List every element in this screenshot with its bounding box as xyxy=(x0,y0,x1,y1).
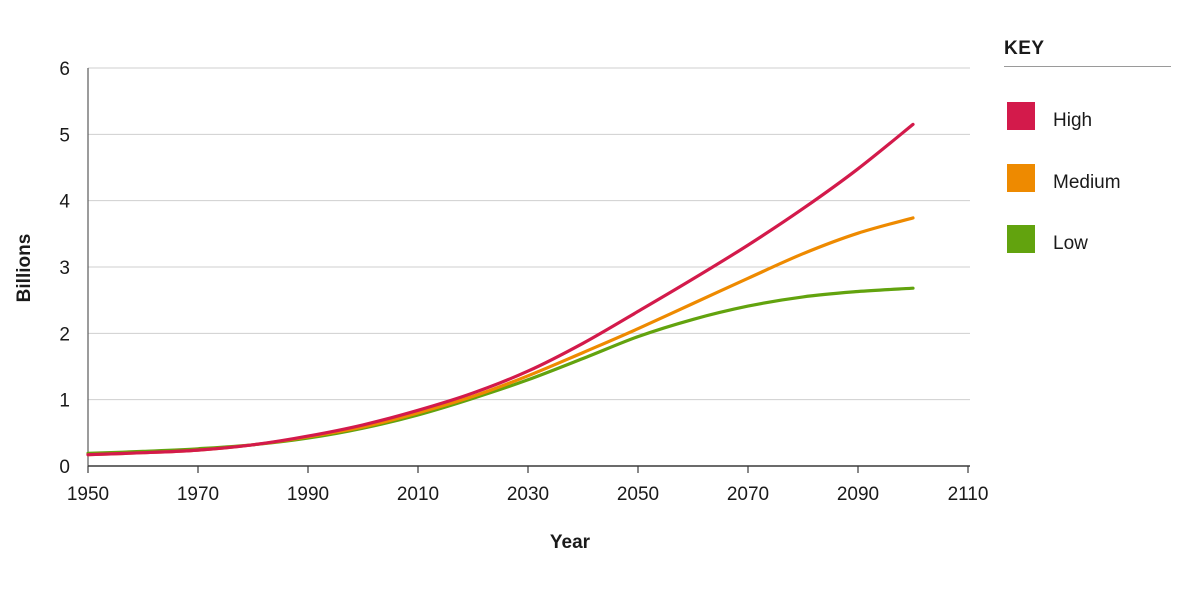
series-line-low xyxy=(86,286,915,455)
x-tick-label-2090: 2090 xyxy=(837,484,879,505)
legend-label-low: Low xyxy=(1053,233,1088,254)
legend-label-high: High xyxy=(1053,110,1093,131)
legend-item-low: Low xyxy=(1004,225,1171,257)
x-tick-label-2070: 2070 xyxy=(727,484,769,505)
y-tick-label-6: 6 xyxy=(59,59,70,80)
y-tick-label-4: 4 xyxy=(59,192,70,213)
y-axis-title: Billions xyxy=(14,234,35,303)
y-tick-label-1: 1 xyxy=(59,391,70,412)
x-axis-title: Year xyxy=(550,532,591,553)
series-lines xyxy=(86,122,915,457)
grid-lines xyxy=(88,67,970,401)
legend-swatch-medium xyxy=(1007,164,1035,192)
axes xyxy=(87,68,970,473)
tick-labels: 0 1 2 3 4 5 6 1950 1970 1990 2010 2030 2050 2070 2090 2… xyxy=(59,59,988,505)
legend-swatch-low xyxy=(1007,225,1035,253)
x-tick-label-1950: 1950 xyxy=(67,484,109,505)
series-line-medium xyxy=(86,216,915,457)
x-tick-label-2050: 2050 xyxy=(617,484,659,505)
legend: KEY High Medium Low xyxy=(1004,38,1171,254)
x-tick-label-1970: 1970 xyxy=(177,484,219,505)
legend-item-high: High xyxy=(1004,102,1171,134)
y-tick-label-3: 3 xyxy=(59,258,70,279)
y-tick-label-0: 0 xyxy=(59,457,70,478)
x-tick-label-1990: 1990 xyxy=(287,484,329,505)
legend-title: KEY xyxy=(1004,38,1171,67)
legend-swatch-high xyxy=(1007,102,1035,130)
x-tick-label-2110: 2110 xyxy=(948,484,989,505)
y-tick-label-5: 5 xyxy=(59,125,70,146)
x-tick-label-2010: 2010 xyxy=(397,484,439,505)
legend-item-medium: Medium xyxy=(1004,164,1171,196)
x-tick-label-2030: 2030 xyxy=(507,484,549,505)
y-tick-label-2: 2 xyxy=(59,324,70,345)
legend-label-medium: Medium xyxy=(1053,172,1121,193)
series-line-high xyxy=(86,122,915,457)
